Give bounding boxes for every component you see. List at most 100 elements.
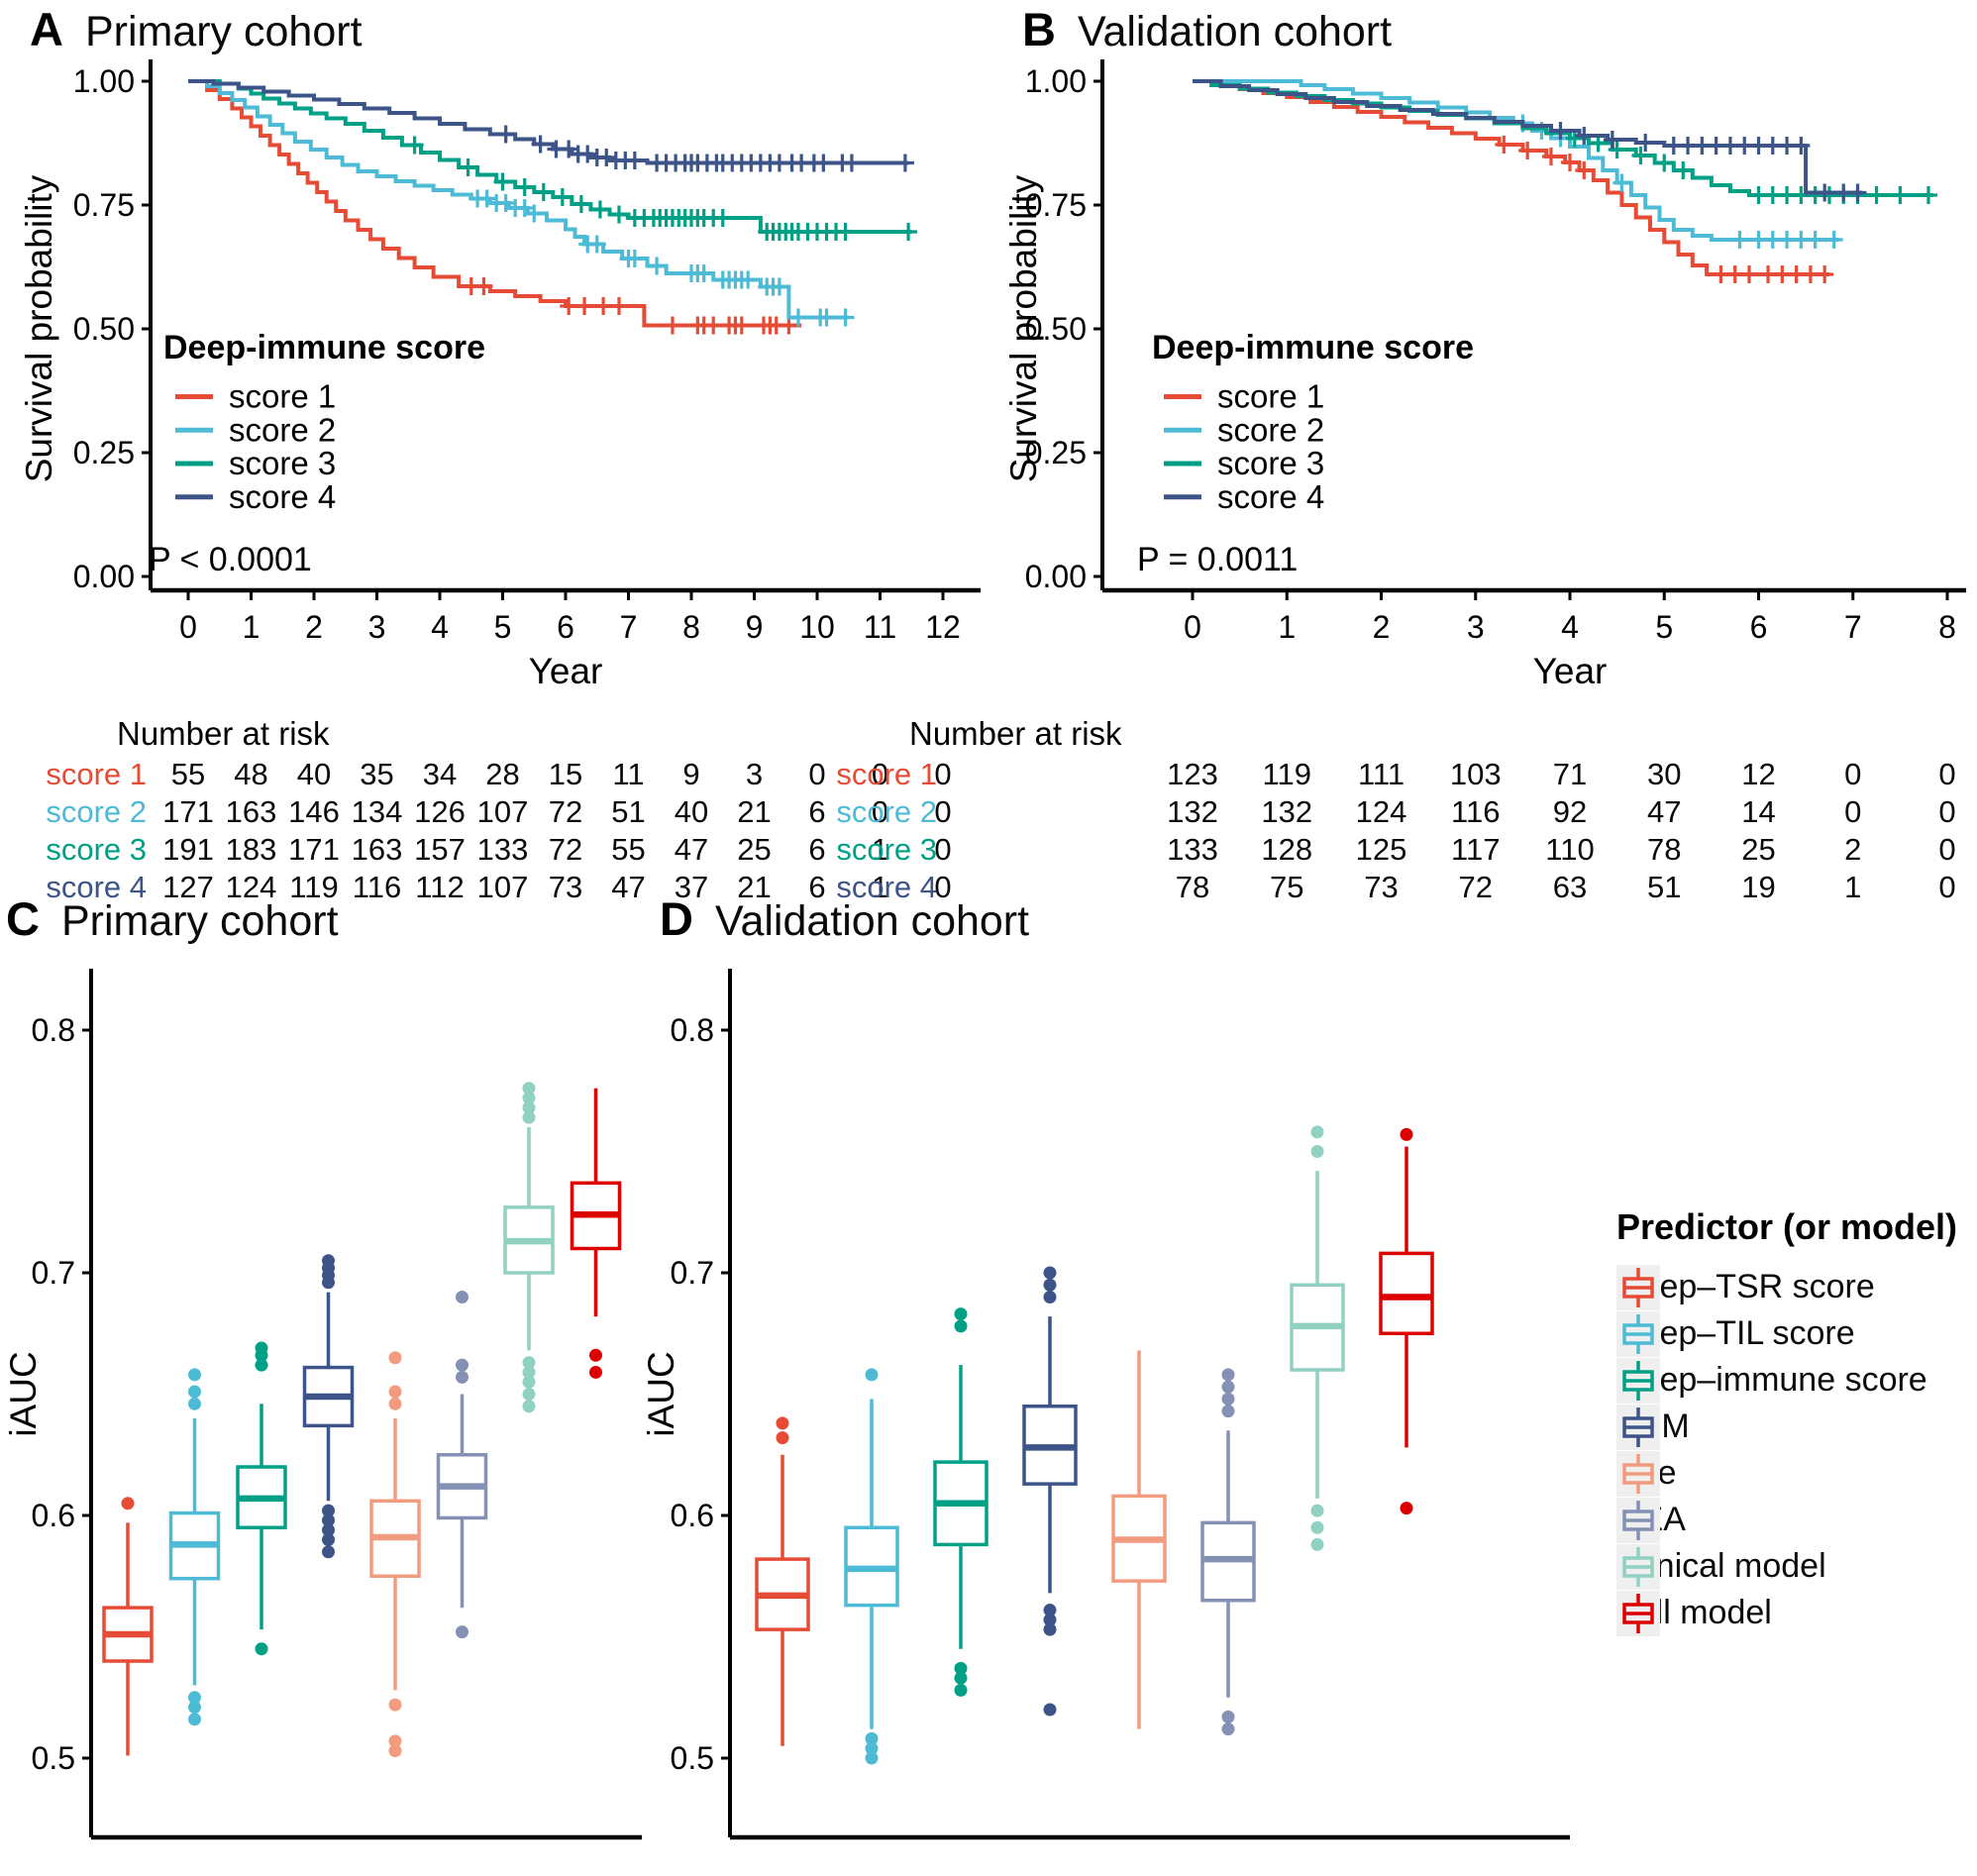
y-axis-title: Survival probability (19, 174, 59, 482)
km-legend-label: score 3 (1217, 445, 1324, 481)
km-legend-title: Deep-immune score (1152, 329, 1474, 366)
risk-count: 73 (1364, 870, 1399, 904)
risk-row-label: score 2 (46, 794, 147, 829)
outlier-point (322, 1533, 335, 1546)
risk-count: 6 (808, 794, 826, 829)
boxplot-key-icon (1616, 1357, 1660, 1404)
risk-count: 191 (162, 832, 214, 867)
risk-count: 75 (1270, 870, 1304, 904)
x-tick-label: 6 (557, 609, 574, 645)
risk-count: 110 (1545, 832, 1595, 867)
risk-count: 171 (162, 794, 214, 829)
outlier-point (388, 1744, 402, 1758)
boxplot-key-icon (1616, 1404, 1660, 1450)
risk-count: 30 (1647, 757, 1682, 791)
risk-count: 48 (234, 757, 268, 791)
predictor-legend: Predictor (or model) Deep–TSR score Deep–… (1616, 1206, 1975, 1636)
outlier-point (322, 1545, 335, 1559)
risk-count: 107 (476, 870, 529, 904)
risk-count: 126 (414, 794, 466, 829)
y-tick-label: 0.50 (1025, 311, 1087, 347)
outlier-point (1310, 1145, 1324, 1158)
km-curve-score-3 (188, 79, 918, 241)
risk-count: 12 (1741, 757, 1776, 791)
y-tick-label: 0.8 (32, 1012, 75, 1048)
panel-b-title: Validation cohort (1077, 8, 1393, 55)
box-clinical-model (1290, 1125, 1345, 1551)
panel-c-header: C Primary cohort (6, 891, 339, 946)
risk-count: 112 (415, 870, 465, 904)
risk-count: 55 (611, 832, 646, 867)
axes: 0.000.250.500.751.000 1 2 3 4 5 6 7 8 9 10 11 12 (73, 59, 981, 645)
outlier-point (1043, 1622, 1057, 1636)
outlier-point (188, 1713, 201, 1726)
outlier-point (1221, 1722, 1235, 1736)
km-curve-score-1 (1193, 79, 1834, 283)
km-curve-score-1 (188, 79, 802, 335)
x-tick-label: 5 (494, 609, 512, 645)
x-tick-label: 4 (1561, 609, 1579, 645)
km-curve-score-4 (1193, 79, 1867, 202)
risk-count: 125 (1355, 832, 1407, 867)
box-age (369, 1351, 421, 1758)
risk-count: 25 (1741, 832, 1776, 867)
risk-count: 0 (934, 794, 952, 829)
risk-count: 103 (1449, 757, 1502, 791)
outlier-point (954, 1683, 968, 1697)
box-age (1111, 1350, 1167, 1729)
risk-count: 0 (1938, 870, 1956, 904)
risk-table-title: Number at risk (117, 715, 330, 752)
outlier-point (388, 1698, 402, 1712)
box-cea (436, 1291, 488, 1639)
x-tick-label: 0 (1184, 609, 1201, 645)
legend-item-deep–til-score: Deep–TIL score (1616, 1310, 1975, 1357)
x-tick-label: 3 (368, 609, 386, 645)
box-tnm (1022, 1266, 1078, 1717)
risk-count: 119 (1262, 757, 1311, 791)
risk-count: 14 (1741, 794, 1776, 829)
outlier-point (1043, 1604, 1057, 1617)
y-axis-title: iAUC (3, 1351, 44, 1436)
km-curve-score-4 (188, 79, 914, 172)
outlier-point (1310, 1504, 1324, 1517)
x-tick-label: 4 (431, 609, 449, 645)
panel-d-header: D Validation cohort (660, 891, 1029, 946)
risk-count: 3 (745, 757, 764, 791)
x-tick-label: 1 (243, 609, 260, 645)
x-tick-label: 0 (179, 609, 197, 645)
x-tick-label: 9 (746, 609, 764, 645)
x-tick-label: 3 (1467, 609, 1485, 645)
risk-count: 163 (225, 794, 277, 829)
outlier-point (1310, 1125, 1324, 1139)
x-tick-label: 8 (1938, 609, 1956, 645)
outlier-point (121, 1497, 135, 1511)
risk-count: 0 (808, 757, 826, 791)
legend-item-tnm: TNM (1616, 1404, 1975, 1450)
outlier-point (255, 1642, 268, 1656)
km-legend-title: Deep-immune score (163, 329, 485, 366)
box-full-model (1379, 1127, 1434, 1515)
risk-count: 128 (1261, 832, 1313, 867)
legend-item-cea: CEA (1616, 1497, 1975, 1543)
outlier-point (954, 1661, 968, 1675)
outlier-point (388, 1734, 402, 1748)
outlier-point (322, 1254, 335, 1268)
outlier-point (322, 1523, 335, 1537)
risk-count: 71 (1552, 757, 1588, 791)
outlier-point (1221, 1405, 1235, 1418)
risk-count: 111 (1357, 757, 1405, 791)
risk-count: 21 (737, 794, 772, 829)
x-tick-label: 7 (620, 609, 638, 645)
y-tick-label: 0.00 (73, 559, 135, 594)
boxplot-key-icon (1616, 1310, 1660, 1357)
risk-count: 163 (351, 832, 403, 867)
risk-count: 72 (1458, 870, 1493, 904)
risk-count: 6 (808, 832, 826, 867)
outlier-point (865, 1741, 879, 1755)
km-legend-label: score 4 (229, 478, 336, 515)
boxplot-key-icon (1616, 1264, 1660, 1310)
outlier-point (1310, 1520, 1324, 1534)
risk-count: 51 (611, 794, 646, 829)
y-axis-title: iAUC (641, 1351, 681, 1436)
